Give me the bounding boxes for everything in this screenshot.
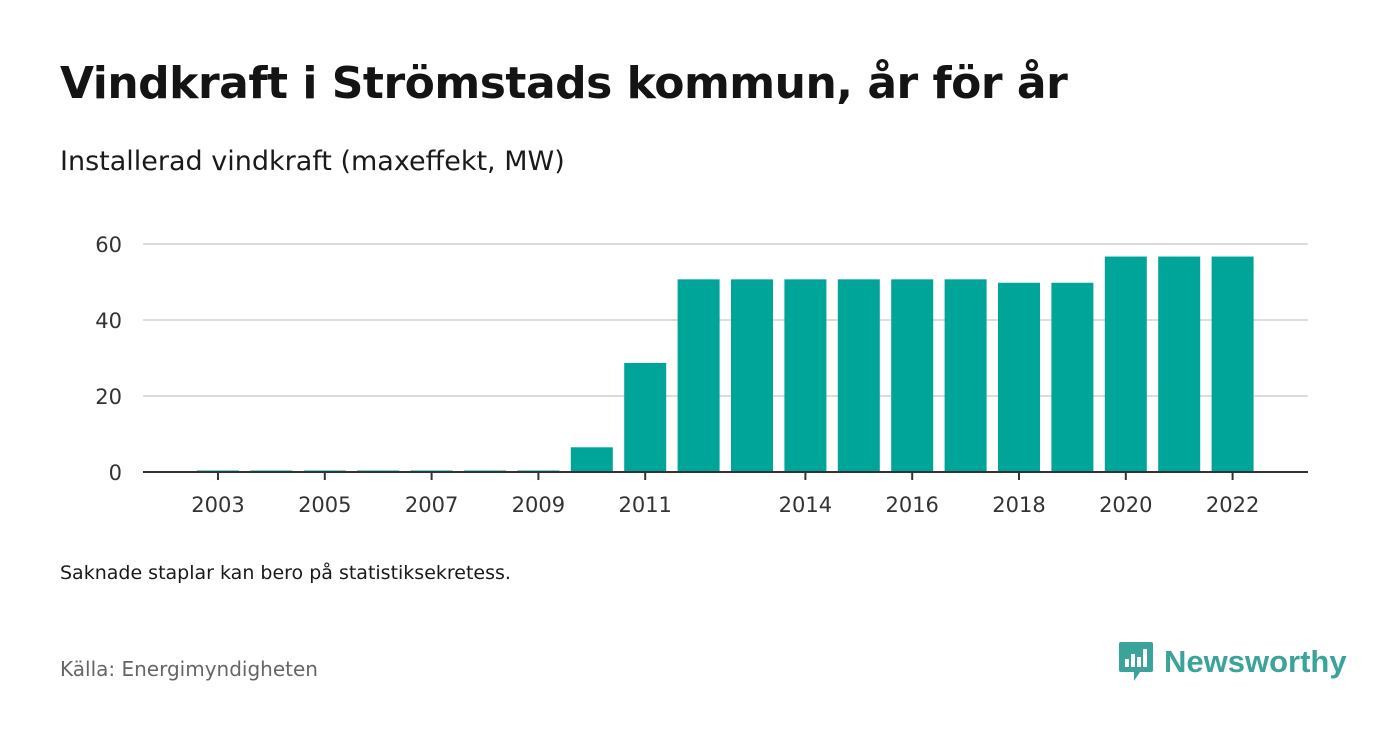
bar-2020 xyxy=(1104,256,1147,472)
footnote: Saknade staplar kan bero på statistiksek… xyxy=(60,562,511,584)
x-tick-label: 2003 xyxy=(191,493,244,517)
chart-title: Vindkraft i Strömstads kommun, år för år xyxy=(60,58,1068,109)
bar-2015 xyxy=(837,279,880,472)
bar-2013 xyxy=(731,279,773,472)
bars xyxy=(197,256,1254,472)
y-tick-labels: 0 20 40 60 xyxy=(95,233,122,485)
source-credit: Källa: Energimyndigheten xyxy=(60,657,318,681)
x-tick-label: 2007 xyxy=(405,493,458,517)
bar-2018 xyxy=(998,282,1040,472)
bar-2022 xyxy=(1211,256,1254,472)
bar-2012 xyxy=(677,279,720,472)
y-tick-label: 0 xyxy=(109,461,122,485)
bar-2019 xyxy=(1051,282,1094,472)
bar-2017 xyxy=(944,279,987,472)
x-tick-label: 2011 xyxy=(618,493,671,517)
newsworthy-logo-icon xyxy=(1119,642,1153,681)
bar-2021 xyxy=(1158,256,1201,472)
x-tick-label: 2018 xyxy=(992,493,1045,517)
bar-chart: 0 20 40 60 2003 2005 2007 2009 2011 2014 2016 2018… xyxy=(95,233,1308,517)
x-tick-label: 2020 xyxy=(1099,493,1152,517)
brand-logo: Newsworthy xyxy=(1118,640,1347,684)
x-tick-label: 2022 xyxy=(1206,493,1259,517)
bar-2014 xyxy=(784,279,827,472)
x-tick-label: 2005 xyxy=(298,493,351,517)
brand-name: Newsworthy xyxy=(1164,644,1347,679)
y-tick-label: 40 xyxy=(95,309,122,333)
x-tick-labels: 2003 2005 2007 2009 2011 2014 2016 2018 2020 2022 xyxy=(191,472,1259,517)
x-tick-label: 2009 xyxy=(512,493,565,517)
x-tick-label: 2016 xyxy=(885,493,938,517)
y-tick-label: 20 xyxy=(95,385,122,409)
bar-2010 xyxy=(570,447,613,472)
x-tick-label: 2014 xyxy=(779,493,832,517)
bar-2016 xyxy=(891,279,934,472)
bar-2011 xyxy=(624,362,667,472)
y-tick-label: 60 xyxy=(95,233,122,257)
chart-subtitle: Installerad vindkraft (maxeffekt, MW) xyxy=(60,146,565,177)
